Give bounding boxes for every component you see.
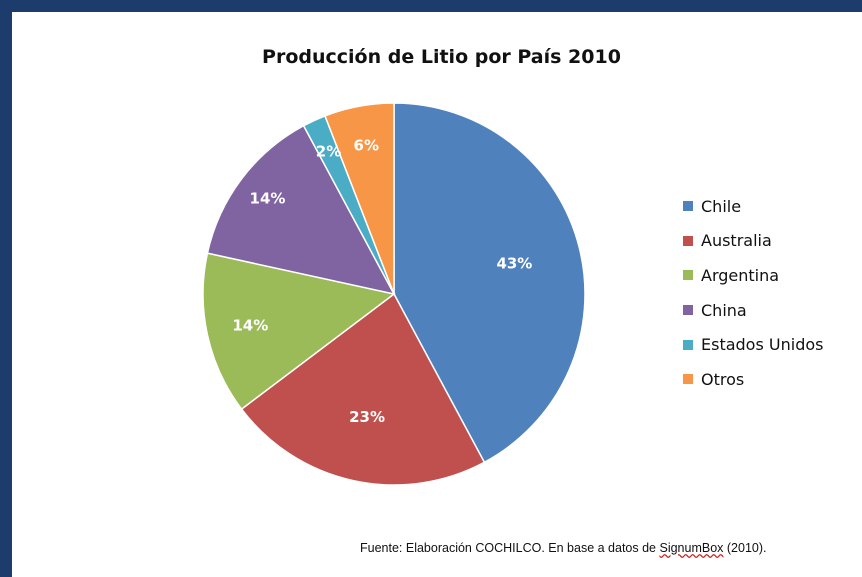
- source-prefix: Fuente: Elaboración COCHILCO. En base a …: [360, 541, 660, 555]
- legend-label: Australia: [701, 231, 772, 251]
- legend-label: Argentina: [701, 265, 780, 285]
- pie-slice-labels: 43% 23% 14% 14% 2% 6%: [232, 137, 532, 426]
- legend-label: China: [701, 300, 747, 320]
- source-note: Fuente: Elaboración COCHILCO. En base a …: [360, 541, 767, 555]
- legend-item-otros: Otros: [683, 362, 823, 397]
- legend-item-china: China: [683, 293, 823, 328]
- legend-swatch: [683, 270, 693, 281]
- slice-label-china: 14%: [250, 189, 286, 207]
- slice-label-estados-unidos: 2%: [316, 143, 341, 161]
- legend-item-chile: Chile: [683, 189, 823, 224]
- legend-swatch: [683, 339, 693, 350]
- legend-swatch: [683, 201, 693, 212]
- pie-slices: [202, 102, 586, 486]
- pie-slice-china: [206, 124, 396, 296]
- chart-title: Producción de Litio por País 2010: [262, 46, 621, 68]
- slice-label-argentina: 14%: [232, 316, 268, 334]
- pie-slice-australia: [240, 292, 486, 486]
- pie-slice-argentina: [202, 252, 396, 411]
- slice-label-otros: 6%: [354, 137, 379, 155]
- source-suffix: (2010).: [723, 541, 767, 555]
- slice-label-chile: 43%: [496, 255, 532, 273]
- legend-swatch: [683, 305, 693, 316]
- legend: Chile Australia Argentina China Estados …: [683, 189, 823, 397]
- legend-label: Estados Unidos: [701, 335, 824, 355]
- legend-swatch: [683, 235, 693, 246]
- legend-swatch: [683, 374, 693, 385]
- legend-item-argentina: Argentina: [683, 258, 823, 293]
- legend-item-estados-unidos: Estados Unidos: [683, 327, 823, 362]
- legend-item-australia: Australia: [683, 224, 823, 259]
- slice-label-australia: 23%: [349, 408, 385, 426]
- pie-slice-chile: [393, 102, 586, 464]
- legend-label: Chile: [701, 196, 742, 216]
- source-link: SignumBox: [659, 541, 724, 555]
- pie-slice-otros: [324, 102, 395, 295]
- legend-label: Otros: [701, 369, 745, 389]
